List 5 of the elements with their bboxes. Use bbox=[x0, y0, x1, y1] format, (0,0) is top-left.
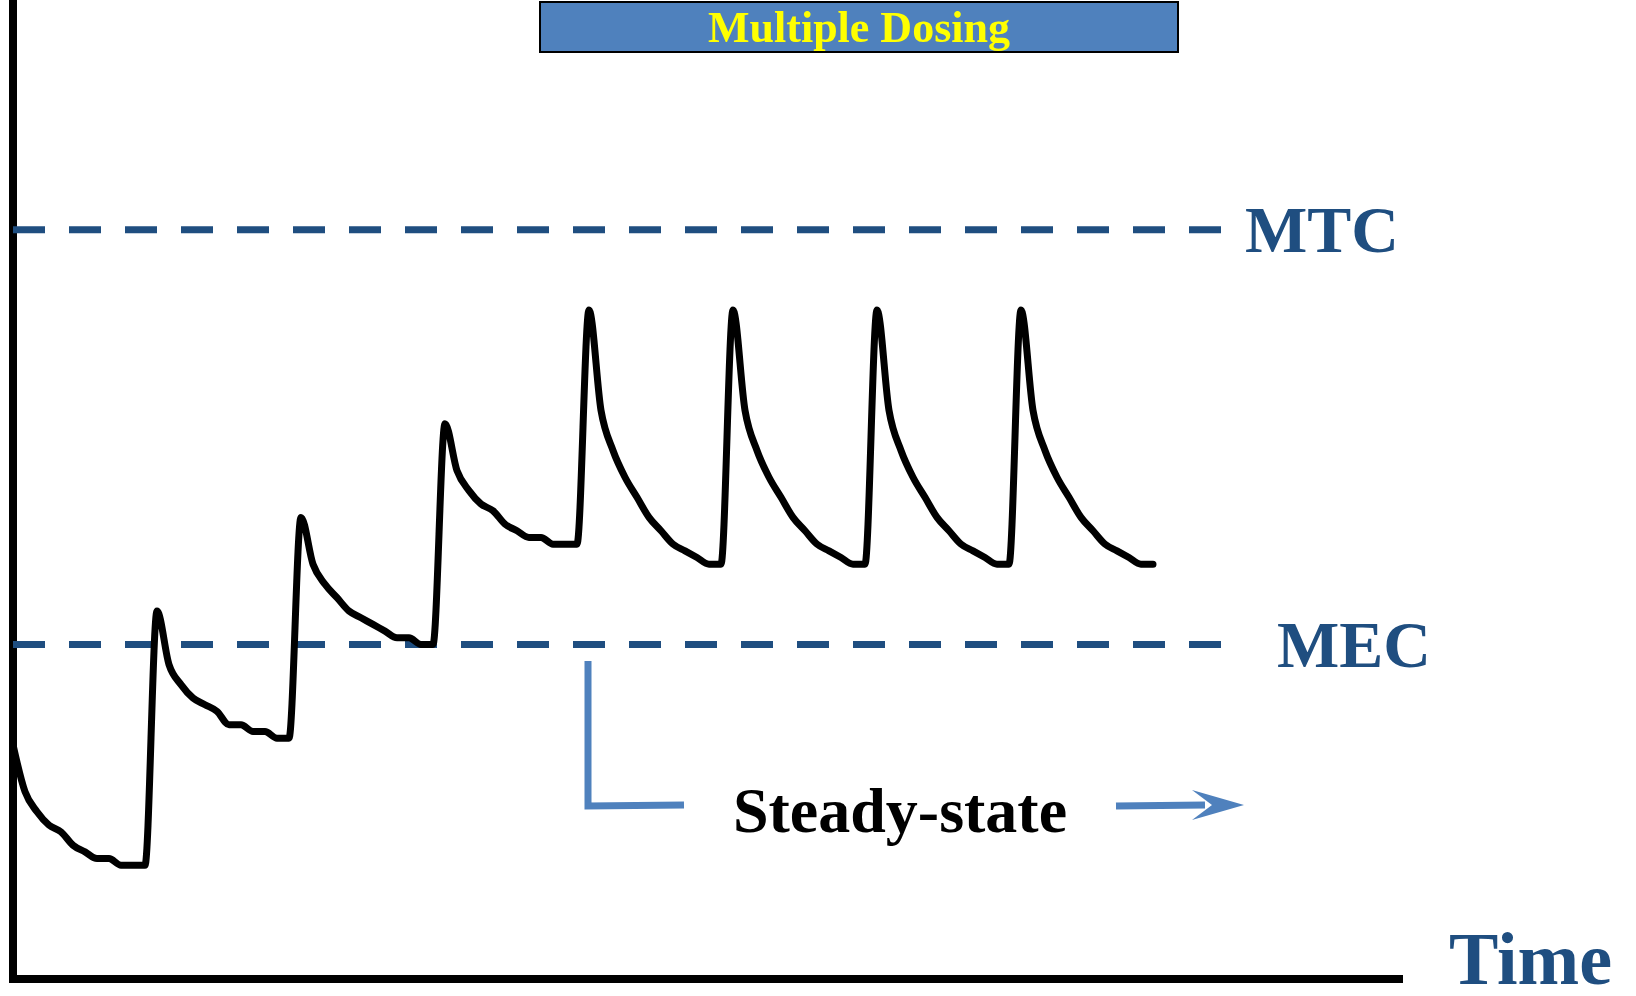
chart-title: Multiple Dosing bbox=[708, 3, 1010, 52]
ref-line-label: MEC bbox=[1277, 607, 1431, 681]
x-axis-title: Time bbox=[1448, 918, 1612, 996]
ref-line-label: MTC bbox=[1245, 192, 1399, 266]
annotation: Steady-state bbox=[732, 775, 1068, 846]
